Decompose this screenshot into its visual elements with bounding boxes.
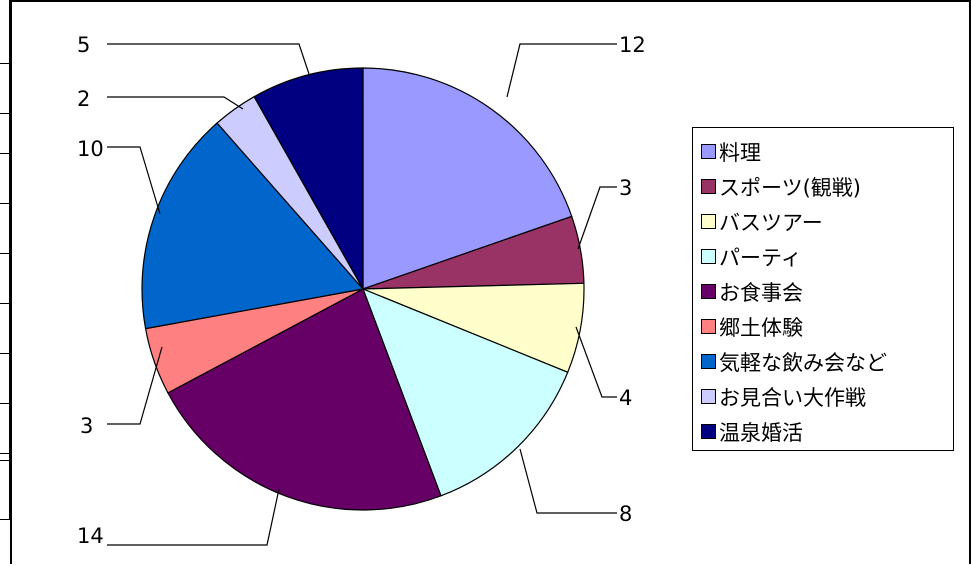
legend-label: バスツアー [719, 210, 823, 235]
data-label-5: 14 [77, 524, 104, 548]
adjacent-sheet-edge [0, 0, 10, 520]
data-label-1: 12 [619, 33, 646, 57]
data-label-6: 3 [80, 414, 93, 438]
legend-label: お見合い大作戦 [719, 385, 866, 410]
data-label-4: 8 [619, 502, 632, 526]
leader-line-8 [107, 96, 244, 110]
legend-swatch [701, 424, 716, 439]
legend-item: お見合い大作戦 [701, 379, 953, 414]
legend-swatch [701, 249, 716, 264]
data-label-3: 4 [619, 386, 632, 410]
leader-line-7 [107, 146, 161, 215]
leader-line-4 [519, 448, 617, 514]
legend: 料理スポーツ(観戦) バスツアーパーティお食事会郷土体験気軽な飲み会など お見合い大… [692, 127, 954, 451]
legend-item: お食事会 [701, 274, 953, 309]
chart-area: 12 3 4 8 14 3 10 2 5 料理スポーツ(観戦) バスツアーパーティお食事会郷土体験… [10, 0, 971, 564]
data-label-8: 2 [77, 87, 90, 111]
pie-slice-5 [167, 288, 442, 511]
leader-line-6 [107, 346, 163, 425]
leader-line-9 [107, 43, 310, 75]
legend-swatch [701, 214, 716, 229]
leader-line-2 [577, 186, 617, 250]
leader-line-1 [506, 43, 617, 98]
legend-swatch [701, 319, 716, 334]
leader-line-3 [575, 326, 617, 398]
legend-label: スポーツ(観戦) [719, 175, 861, 200]
legend-label: 料理 [719, 140, 761, 165]
legend-label: 温泉婚活 [719, 420, 803, 445]
legend-label: 郷土体験 [719, 315, 803, 340]
data-label-2: 3 [619, 176, 632, 200]
data-label-9: 5 [77, 33, 90, 57]
legend-item: バスツアー [701, 204, 953, 239]
legend-label: 気軽な飲み会など [719, 350, 887, 375]
legend-swatch [701, 389, 716, 404]
legend-label: パーティ [719, 245, 802, 270]
legend-item: 郷土体験 [701, 309, 953, 344]
legend-item: 気軽な飲み会など [701, 344, 953, 379]
pie-slice-7 [141, 122, 365, 330]
legend-item: 温泉婚活 [701, 414, 953, 449]
legend-item: 料理 [701, 134, 953, 169]
pie-slice-9 [253, 67, 364, 292]
legend-swatch [701, 179, 716, 194]
legend-swatch [701, 354, 716, 369]
legend-swatch [701, 284, 716, 299]
data-label-7: 10 [77, 137, 104, 161]
legend-item: スポーツ(観戦) [701, 169, 953, 204]
leader-line-5 [107, 488, 280, 546]
legend-label: お食事会 [719, 280, 803, 305]
pie-slice-1 [362, 67, 573, 290]
pie-slice-4 [361, 287, 569, 497]
legend-item: パーティ [701, 239, 953, 274]
legend-swatch [701, 144, 716, 159]
pie-chart: 12 3 4 8 14 3 10 2 5 [77, 33, 646, 548]
